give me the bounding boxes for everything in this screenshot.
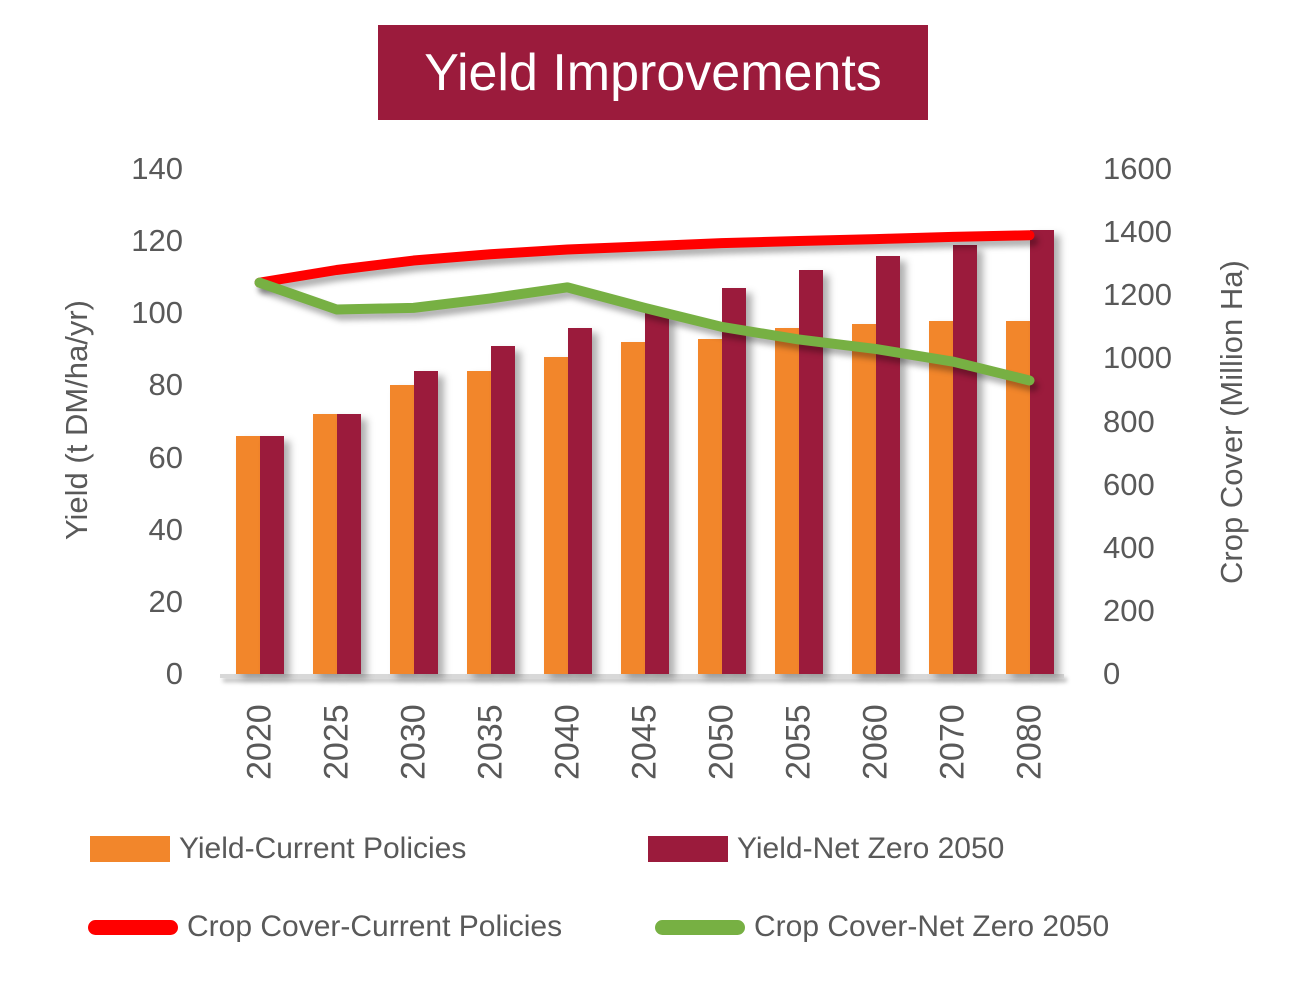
legend-swatch-line xyxy=(655,919,745,935)
right-tick-label-800: 800 xyxy=(1103,403,1155,439)
bar-yield-net-zero-2050-2080[interactable] xyxy=(1029,230,1054,674)
chart-title: Yield Improvements xyxy=(378,25,928,120)
bar-yield-net-zero-2050-2040[interactable] xyxy=(567,327,592,674)
legend-swatch-bar xyxy=(90,836,170,862)
legend-item-yield-net-zero-2050[interactable]: Yield-Net Zero 2050 xyxy=(648,830,1004,868)
left-tick-label-60: 60 xyxy=(148,439,183,475)
bar-yield-net-zero-2050-2050[interactable] xyxy=(721,288,746,674)
bar-yield-current-policies-2080[interactable] xyxy=(1005,320,1030,674)
bar-yield-net-zero-2050-2020[interactable] xyxy=(259,435,284,674)
bar-yield-current-policies-2070[interactable] xyxy=(928,320,953,674)
bar-yield-net-zero-2050-2070[interactable] xyxy=(952,244,977,674)
bar-yield-net-zero-2050-2060[interactable] xyxy=(875,255,900,674)
left-tick-label-140: 140 xyxy=(131,151,183,186)
left-tick-label-120: 120 xyxy=(131,223,183,259)
bar-yield-net-zero-2050-2030[interactable] xyxy=(413,371,438,674)
bar-yield-net-zero-2050-2035[interactable] xyxy=(490,345,515,674)
left-tick-label-20: 20 xyxy=(148,583,183,619)
bar-yield-net-zero-2050-2055[interactable] xyxy=(798,270,823,674)
bar-yield-current-policies-2030[interactable] xyxy=(389,385,414,674)
bar-yield-current-policies-2025[interactable] xyxy=(312,414,337,674)
right-tick-label-400: 400 xyxy=(1103,529,1155,565)
legend-label: Yield-Net Zero 2050 xyxy=(737,832,1005,865)
left-tick-label-40: 40 xyxy=(148,511,183,547)
legend-label: Crop Cover-Net Zero 2050 xyxy=(754,910,1110,943)
legend-swatch-bar xyxy=(648,836,728,862)
right-tick-label-1400: 1400 xyxy=(1103,214,1172,250)
bar-yield-current-policies-2060[interactable] xyxy=(851,324,876,674)
right-tick-label-200: 200 xyxy=(1103,592,1155,628)
left-tick-label-0: 0 xyxy=(165,656,183,691)
right-tick-label-1600: 1600 xyxy=(1103,151,1172,186)
legend-label: Crop Cover-Current Policies xyxy=(187,910,563,943)
right-tick-label-0: 0 xyxy=(1103,656,1121,691)
right-tick-label-600: 600 xyxy=(1103,466,1155,502)
bar-yield-current-policies-2035[interactable] xyxy=(466,371,491,674)
legend-item-crop-cover-net-zero-2050[interactable]: Crop Cover-Net Zero 2050 xyxy=(655,908,1109,946)
bar-yield-current-policies-2055[interactable] xyxy=(774,327,799,674)
legend-swatch-line xyxy=(88,919,178,935)
bar-yield-current-policies-2045[interactable] xyxy=(620,342,645,674)
bar-yield-current-policies-2050[interactable] xyxy=(697,338,722,674)
bar-yield-net-zero-2050-2025[interactable] xyxy=(336,414,361,674)
bar-yield-current-policies-2020[interactable] xyxy=(235,435,260,674)
bar-yield-net-zero-2050-2045[interactable] xyxy=(644,313,669,674)
legend-label: Yield-Current Policies xyxy=(179,832,467,865)
left-tick-label-80: 80 xyxy=(148,367,183,403)
legend-item-yield-current-policies[interactable]: Yield-Current Policies xyxy=(90,830,466,868)
right-tick-label-1200: 1200 xyxy=(1103,277,1172,313)
x-axis-line xyxy=(220,674,1064,678)
legend-item-crop-cover-current-policies[interactable]: Crop Cover-Current Policies xyxy=(88,908,562,946)
left-tick-label-100: 100 xyxy=(131,295,183,331)
right-tick-label-1000: 1000 xyxy=(1103,340,1172,376)
bar-yield-current-policies-2040[interactable] xyxy=(543,356,568,674)
